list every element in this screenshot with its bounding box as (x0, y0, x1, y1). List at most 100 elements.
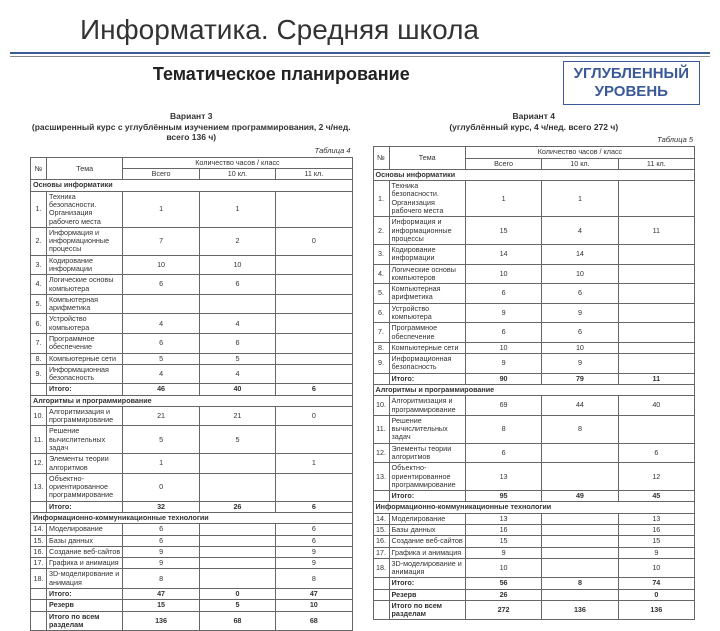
cell-c11: 16 (618, 524, 694, 535)
variant-head: Вариант 3(расширенный курс с углублённым… (30, 111, 353, 143)
table-row: 15.Базы данных66 (31, 535, 353, 546)
cell-c11 (276, 333, 352, 353)
variant-head: Вариант 4(углублённый курс, 4 ч/нед. все… (373, 111, 696, 132)
cell-num: 3. (31, 255, 47, 275)
table-row: 1.Техника безопасности. Организация рабо… (373, 181, 695, 217)
cell-c10: 8 (542, 415, 618, 443)
cell-c10 (199, 569, 275, 589)
cell-c11: 10 (276, 600, 352, 611)
cell-c11: 6 (276, 524, 352, 535)
table-row: 11.Решение вычислительных задач88 (373, 415, 695, 443)
cell-c10: 6 (542, 284, 618, 304)
cell-num (373, 578, 389, 589)
col-num: № (31, 157, 47, 180)
cell-total: 1 (465, 181, 541, 217)
cell-num (373, 600, 389, 620)
table-row: 18.3D-моделирование и анимация1010 (373, 558, 695, 578)
cell-c10: 9 (542, 303, 618, 323)
cell-c11 (618, 284, 694, 304)
cell-c11: 45 (618, 491, 694, 502)
cell-num: 17. (31, 558, 47, 569)
cell-c10: 6 (542, 323, 618, 343)
table-block-left: Вариант 3(расширенный курс с углублённым… (30, 111, 353, 631)
cell-topic: Объектно-ориентированное программировани… (47, 473, 123, 501)
table-row: 14.Моделирование66 (31, 524, 353, 535)
cell-c10 (542, 524, 618, 535)
table-row: 12.Элементы теории алгоритмов11 (31, 454, 353, 474)
cell-num: 18. (373, 558, 389, 578)
cell-c10: 4 (199, 314, 275, 334)
cell-c11: 9 (618, 547, 694, 558)
cell-total: 9 (123, 546, 199, 557)
cell-c11 (618, 303, 694, 323)
cell-c10: 5 (199, 353, 275, 364)
cell-c10 (199, 535, 275, 546)
level-line2: УРОВЕНЬ (574, 83, 689, 101)
cell-total: 4 (123, 314, 199, 334)
section-title: Информационно-коммуникационные технологи… (31, 513, 353, 524)
cell-topic: Решение вычислительных задач (47, 426, 123, 454)
level-line1: УГЛУБЛЕННЫЙ (574, 65, 689, 83)
cell-num (31, 611, 47, 631)
cell-total: 9 (465, 303, 541, 323)
cell-num: 1. (373, 181, 389, 217)
cell-num (31, 600, 47, 611)
cell-total: 6 (465, 323, 541, 343)
cell-num: 4. (373, 264, 389, 284)
cell-num: 12. (31, 454, 47, 474)
cell-total: 5 (123, 426, 199, 454)
cell-c11 (618, 342, 694, 353)
table-row: 13.Объектно-ориентированное программиров… (31, 473, 353, 501)
cell-topic: Информационная безопасность (389, 354, 465, 374)
cell-topic: Алгоритмизация и программирование (47, 406, 123, 426)
cell-c11 (276, 426, 352, 454)
cell-topic: Базы данных (47, 535, 123, 546)
cell-total: 21 (123, 406, 199, 426)
cell-c10: 1 (542, 181, 618, 217)
cell-total: 6 (123, 524, 199, 535)
tables-wrap: Вариант 3(расширенный курс с углублённым… (0, 105, 720, 631)
cell-topic: Моделирование (389, 513, 465, 524)
cell-c10 (199, 454, 275, 474)
cell-topic: Логические основы компьютеров (389, 264, 465, 284)
cell-total: 6 (123, 535, 199, 546)
cell-total: 136 (123, 611, 199, 631)
cell-num: 15. (373, 524, 389, 535)
cell-total: 15 (465, 217, 541, 245)
cell-topic: Графика и анимация (389, 547, 465, 558)
cell-topic: Техника безопасности. Организация рабоче… (47, 191, 123, 227)
table-row: 6.Устройство компьютера44 (31, 314, 353, 334)
cell-total: 272 (465, 600, 541, 620)
cell-topic: Компьютерные сети (389, 342, 465, 353)
table-label: Таблица 5 (373, 135, 696, 144)
cell-num (31, 588, 47, 599)
cell-topic: Итого по всем разделам (47, 611, 123, 631)
cell-total: 5 (123, 353, 199, 364)
cell-c11 (618, 181, 694, 217)
cell-c11 (618, 323, 694, 343)
cell-total: 6 (465, 443, 541, 463)
cell-num: 17. (373, 547, 389, 558)
section-title: Алгоритмы и программирование (31, 395, 353, 406)
cell-topic: Итого по всем разделам (389, 600, 465, 620)
cell-topic: Кодирование информации (47, 255, 123, 275)
cell-topic: Базы данных (389, 524, 465, 535)
cell-c10 (199, 294, 275, 314)
cell-c10: 4 (199, 364, 275, 384)
col-topic: Тема (389, 147, 465, 170)
cell-c10 (199, 558, 275, 569)
cell-total: 1 (123, 454, 199, 474)
cell-c10: 68 (199, 611, 275, 631)
cell-c10: 79 (542, 373, 618, 384)
col-c11: 11 кл. (618, 158, 694, 169)
cell-total: 9 (465, 547, 541, 558)
cell-num: 13. (31, 473, 47, 501)
level-box: УГЛУБЛЕННЫЙ УРОВЕНЬ (563, 61, 700, 105)
table-row: Итого:56874 (373, 578, 695, 589)
cell-total: 9 (465, 354, 541, 374)
cell-topic: Информация и информационные процессы (389, 217, 465, 245)
table-row: 14.Моделирование1313 (373, 513, 695, 524)
cell-c11: 68 (276, 611, 352, 631)
cell-topic: Итого: (389, 578, 465, 589)
cell-total: 6 (465, 284, 541, 304)
